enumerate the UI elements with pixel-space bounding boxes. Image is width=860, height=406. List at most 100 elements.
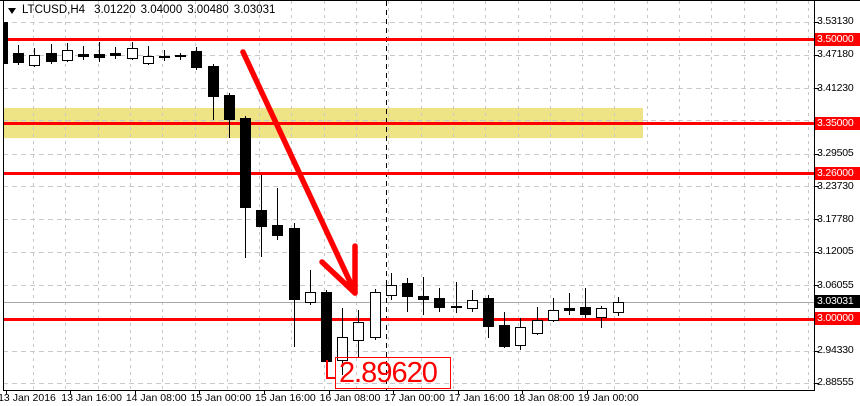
candle xyxy=(418,277,429,315)
candle-body-bear xyxy=(46,53,57,62)
time-axis-label: 15 Jan 00:00 xyxy=(190,392,252,404)
candle xyxy=(62,43,73,62)
price-axis-label: 3.17780 xyxy=(817,212,854,225)
time-axis-label: 16 Jan 08:00 xyxy=(319,392,381,404)
candle-body-bear xyxy=(256,210,267,227)
price-axis-label: 3.47180 xyxy=(817,48,854,61)
candle xyxy=(483,295,494,338)
candle-body-bear xyxy=(110,53,121,56)
price-axis-label: 3.29505 xyxy=(817,147,854,160)
chart-quote-header: LTCUSD,H4 3.01220 3.04000 3.00480 3.0303… xyxy=(6,3,280,17)
candle xyxy=(548,298,559,322)
candle xyxy=(29,48,40,67)
candle xyxy=(272,188,283,240)
candle-body-bear xyxy=(418,296,429,300)
candle-body-bear xyxy=(13,53,24,63)
price-axis-label: 3.53130 xyxy=(817,15,854,28)
candle-body-bear xyxy=(451,306,462,308)
price-axis-label: 2.88555 xyxy=(817,376,854,389)
candle xyxy=(580,288,591,318)
grid xyxy=(4,1,814,390)
candle-body-bear xyxy=(191,51,202,68)
candle xyxy=(4,22,8,64)
plot-area[interactable] xyxy=(0,1,814,390)
symbol-period-label: LTCUSD,H4 xyxy=(22,4,86,16)
candle-body-bear xyxy=(208,66,219,97)
price-level-label-3.50000: 3.50000 xyxy=(815,32,860,46)
candle-body-bull xyxy=(370,292,381,338)
chart-frame xyxy=(0,0,860,394)
candle xyxy=(451,282,462,313)
price-axis-label: 3.23730 xyxy=(817,179,854,192)
candle xyxy=(532,307,543,335)
candle-body-bull xyxy=(29,55,40,66)
candle xyxy=(434,288,445,312)
candle-body-bear xyxy=(483,298,494,327)
price-axis-label: 3.41230 xyxy=(817,81,854,94)
time-axis-label: 17 Jan 00:00 xyxy=(384,392,445,404)
time-axis-label: 18 Jan 08:00 xyxy=(513,392,575,404)
candle-body-bear xyxy=(240,118,251,208)
candle xyxy=(289,223,300,347)
arrow-head-left-icon xyxy=(319,259,358,296)
candle-body-bear xyxy=(94,54,105,58)
candle xyxy=(353,310,364,358)
candle-body-bear xyxy=(321,292,332,362)
candles xyxy=(4,22,624,377)
candle xyxy=(467,290,478,312)
time-axis-label: 13 Jan 2016 xyxy=(0,392,56,404)
quote-open: 3.01220 xyxy=(94,4,136,16)
time-axis-label: 13 Jan 16:00 xyxy=(61,392,122,404)
candle xyxy=(13,45,24,65)
price-callout-label[interactable]: 2.89620 xyxy=(335,357,451,389)
price-level-label-3.03031: 3.03031 xyxy=(815,295,860,309)
trend-arrow[interactable] xyxy=(240,49,358,296)
candle xyxy=(337,308,348,375)
candle-body-bull xyxy=(305,292,316,303)
arrow-shaft xyxy=(240,49,355,289)
price-level-label-3.26000: 3.26000 xyxy=(815,166,860,180)
price-axis-label: 3.12005 xyxy=(817,245,854,258)
candle xyxy=(175,53,186,60)
candle-body-bear xyxy=(434,298,445,308)
candle-body-bull xyxy=(62,50,73,61)
candle-body-bull xyxy=(532,320,543,334)
price-level-label-3.35000: 3.35000 xyxy=(815,116,860,130)
symbol-dropdown-arrow-icon[interactable] xyxy=(8,8,16,14)
candle xyxy=(240,116,251,258)
candle-body-bear xyxy=(159,56,170,58)
candle xyxy=(564,293,575,315)
time-axis-label: 15 Jan 16:00 xyxy=(255,392,316,404)
candle-body-bear xyxy=(272,225,283,236)
candle-body-bear xyxy=(224,95,235,120)
candle-body-bull xyxy=(548,310,559,321)
candle xyxy=(224,93,235,138)
price-level-label-3.00000: 3.00000 xyxy=(815,312,860,326)
candle-body-bear xyxy=(580,307,591,315)
candle xyxy=(191,47,202,70)
candle-body-bull xyxy=(467,300,478,309)
candle-body-bull xyxy=(515,327,526,346)
candle-body-bear xyxy=(4,22,8,64)
candle-body-bear xyxy=(78,54,89,57)
candle-body-bull xyxy=(596,308,607,318)
quote-high: 3.04000 xyxy=(140,4,183,16)
candle-body-bear xyxy=(564,308,575,311)
candle xyxy=(208,64,219,120)
candle-body-bear xyxy=(499,325,510,347)
candle-body-bull xyxy=(353,322,364,341)
candle xyxy=(402,278,413,312)
candle xyxy=(110,47,121,59)
candle-doji-dash xyxy=(175,55,186,57)
time-axis-label: 19 Jan 00:00 xyxy=(578,392,639,404)
candle xyxy=(499,312,510,348)
time-axis-label: 14 Jan 08:00 xyxy=(125,392,187,404)
candle xyxy=(46,44,57,64)
quote-close: 3.03031 xyxy=(233,4,276,16)
candle xyxy=(78,46,89,60)
candle xyxy=(143,46,154,65)
candle xyxy=(386,273,397,300)
candle xyxy=(305,270,316,305)
